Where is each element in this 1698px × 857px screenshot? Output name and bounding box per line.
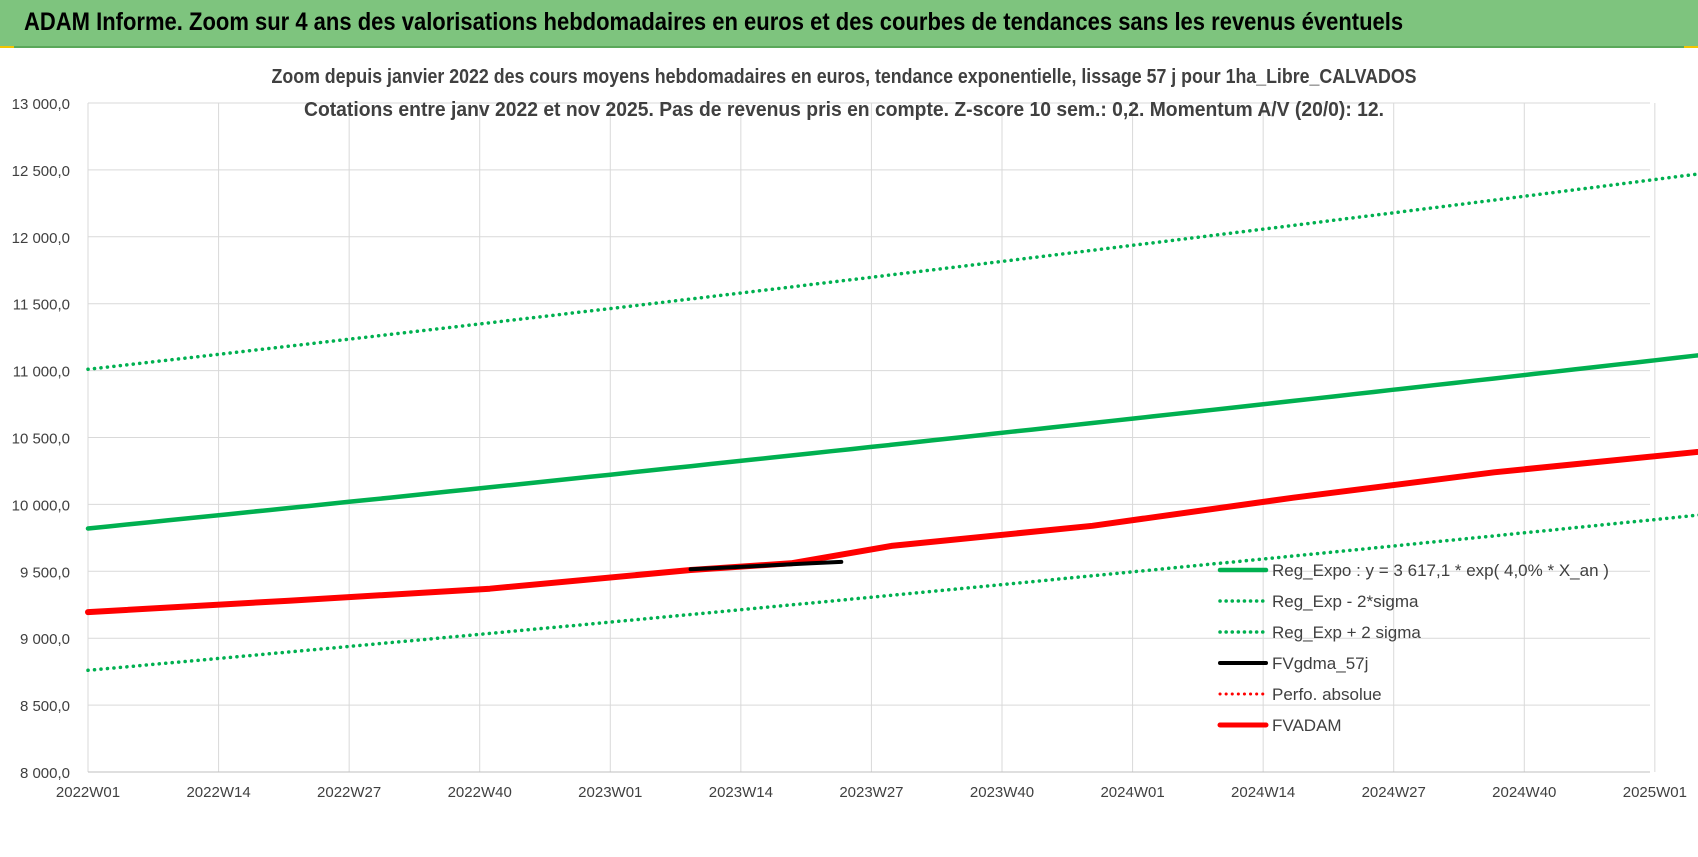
series-layer	[85, 172, 1698, 673]
chart-subtitle: Cotations entre janv 2022 et nov 2025. P…	[304, 99, 1384, 121]
legend-label-reg-expo-y-3-617-1-exp-4-0-x-an: Reg_Expo : y = 3 617,1 * exp( 4,0% * X_a…	[1272, 561, 1609, 580]
series-line-fvadam	[85, 448, 1698, 616]
x-tick-label: 2022W27	[317, 784, 381, 801]
y-tick-label: 10 500,0	[12, 431, 70, 448]
y-tick-label: 13 000,0	[12, 96, 70, 113]
series-line-fvgdma-57j	[688, 559, 844, 572]
x-tick-label: 2023W27	[839, 784, 903, 801]
y-tick-label: 11 500,0	[13, 297, 70, 314]
y-tick-label: 9 000,0	[20, 631, 70, 648]
y-tick-label: 11 000,0	[13, 364, 70, 381]
x-tick-label: 2024W27	[1362, 784, 1426, 801]
chart-background	[0, 48, 1698, 857]
legend-label-reg-exp-2-sigma: Reg_Exp - 2*sigma	[1272, 592, 1419, 611]
x-tick-label: 2024W01	[1100, 784, 1164, 801]
report-title: ADAM Informe. Zoom sur 4 ans des valoris…	[24, 8, 1404, 36]
x-tick-label: 2022W40	[448, 784, 512, 801]
valuation-chart: 13 000,0 12 500,0 12 000,0 11 500,0 11 000,0…	[0, 48, 1698, 857]
y-tick-label: 9 500,0	[20, 564, 70, 581]
x-tick-label: 2022W01	[56, 784, 120, 801]
legend-label-fvadam: FVADAM	[1272, 716, 1342, 735]
x-tick-label: 2025W01	[1623, 784, 1687, 801]
corner-marker-top-left	[0, 46, 14, 49]
y-tick-label: 12 500,0	[12, 163, 70, 180]
legend-label-fvgdma-57j: FVgdma_57j	[1272, 654, 1368, 673]
y-tick-label: 8 500,0	[20, 698, 70, 715]
legend-label-reg-exp-2-sigma: Reg_Exp + 2 sigma	[1272, 623, 1421, 642]
corner-marker-top-right	[1684, 46, 1698, 49]
series-line-reg-exp-2-sigma	[86, 513, 1698, 673]
report-banner: ADAM Informe. Zoom sur 4 ans des valoris…	[0, 0, 1698, 48]
y-tick-label: 10 000,0	[12, 497, 70, 514]
legend-label-perfo-absolue: Perfo. absolue	[1272, 685, 1382, 704]
grid-lines	[87, 102, 1656, 773]
x-tick-label: 2024W14	[1231, 784, 1295, 801]
series-line-reg-expo-y-3-617-1-exp-4-0-x-an	[85, 353, 1698, 531]
series-line-reg-exp-2-sigma	[86, 172, 1698, 372]
x-tick-label: 2023W14	[709, 784, 773, 801]
x-tick-label: 2023W01	[578, 784, 642, 801]
chart-title: Zoom depuis janvier 2022 des cours moyen…	[272, 66, 1417, 88]
x-tick-label: 2023W40	[970, 784, 1034, 801]
y-tick-label: 8 000,0	[20, 765, 70, 782]
legend: Reg_Expo : y = 3 617,1 * exp( 4,0% * X_a…	[1217, 561, 1609, 735]
x-tick-label: 2024W40	[1492, 784, 1556, 801]
axis-labels: 13 000,0 12 500,0 12 000,0 11 500,0 11 000,0…	[12, 96, 1687, 801]
y-tick-label: 12 000,0	[12, 230, 70, 247]
x-tick-label: 2022W14	[186, 784, 250, 801]
